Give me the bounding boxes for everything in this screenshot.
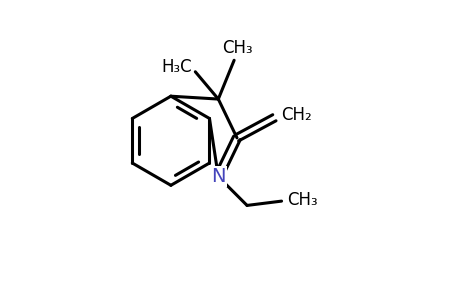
Text: CH₃: CH₃: [287, 191, 318, 209]
Text: N: N: [211, 167, 226, 186]
Text: CH₂: CH₂: [282, 106, 312, 124]
Text: CH₃: CH₃: [222, 39, 252, 57]
Text: H₃C: H₃C: [162, 58, 192, 76]
